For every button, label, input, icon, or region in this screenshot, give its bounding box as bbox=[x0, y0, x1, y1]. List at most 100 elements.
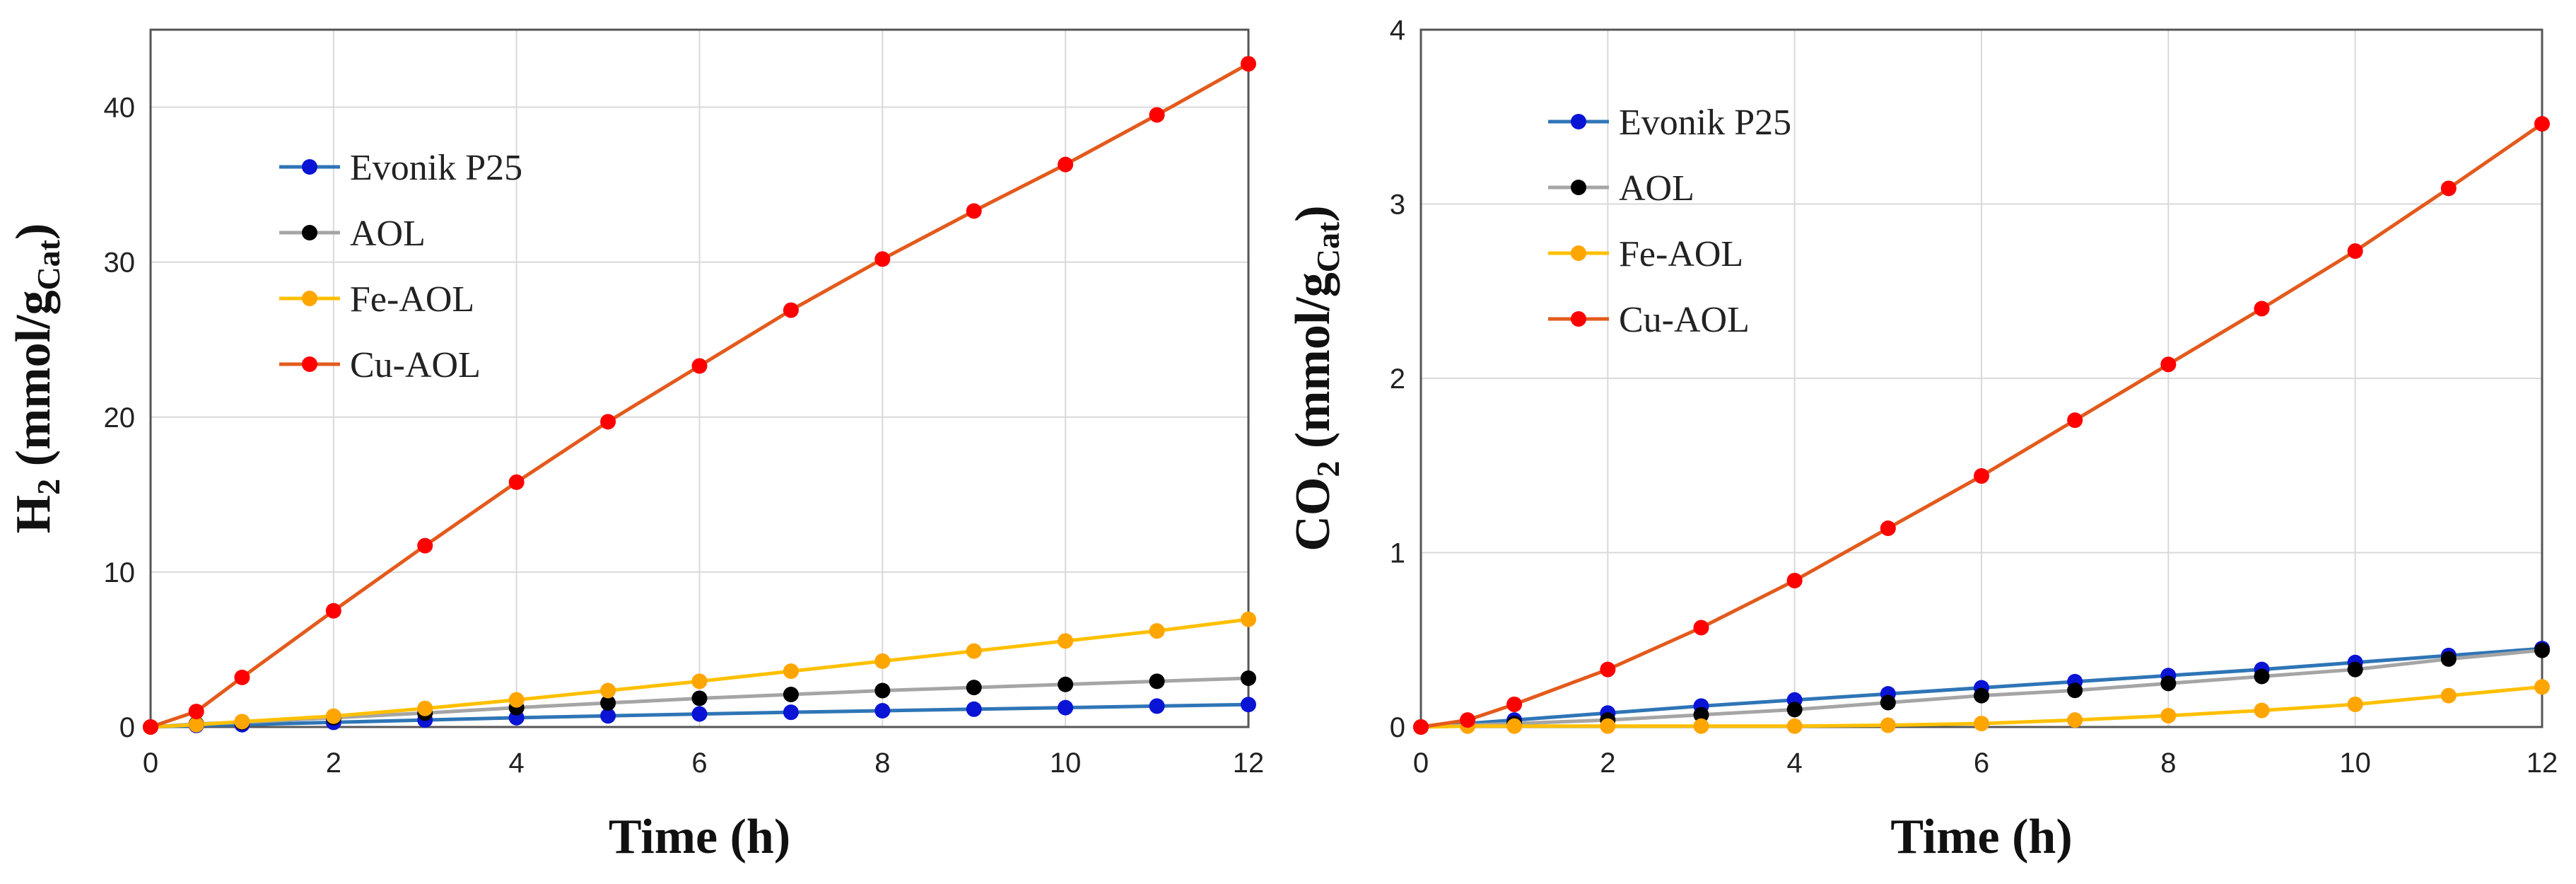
y-axis-title-part: ) bbox=[1286, 205, 1340, 221]
x-tick-label: 0 bbox=[143, 748, 158, 779]
data-point bbox=[1241, 56, 1256, 72]
data-point bbox=[783, 663, 799, 680]
data-point bbox=[508, 474, 525, 490]
data-point bbox=[143, 719, 158, 735]
series-cu-aol bbox=[1413, 116, 2550, 735]
data-point bbox=[1413, 719, 1429, 735]
series-line bbox=[150, 62, 1250, 729]
data-point bbox=[1506, 696, 1523, 712]
legend-marker bbox=[1571, 245, 1586, 261]
data-point bbox=[2534, 642, 2550, 658]
x-tick-label: 6 bbox=[691, 748, 707, 779]
data-point bbox=[1506, 718, 1523, 734]
data-point bbox=[2160, 707, 2177, 723]
data-point bbox=[783, 686, 799, 702]
legend-marker bbox=[302, 225, 317, 240]
series-line bbox=[150, 617, 1249, 729]
series-line bbox=[1420, 685, 2543, 729]
data-point bbox=[600, 682, 616, 699]
data-point bbox=[2160, 356, 2177, 373]
x-tick-label: 2 bbox=[326, 748, 341, 779]
data-point bbox=[874, 682, 891, 699]
legend-entry: Evonik P25 bbox=[1548, 103, 1791, 143]
series-line bbox=[1420, 122, 2543, 729]
data-point bbox=[1693, 718, 1709, 734]
data-point bbox=[1149, 673, 1165, 690]
plot-frame bbox=[149, 28, 1250, 728]
data-point bbox=[691, 706, 708, 722]
data-point bbox=[2160, 675, 2177, 692]
x-tick-label: 12 bbox=[2527, 748, 2558, 779]
legend-entry: Evonik P25 bbox=[279, 148, 522, 188]
y-tick-label: 0 bbox=[1390, 712, 1405, 743]
data-point bbox=[966, 680, 982, 696]
x-tick-label: 0 bbox=[1413, 748, 1429, 779]
data-point bbox=[508, 692, 525, 708]
y-axis-title-part: CO bbox=[1286, 477, 1340, 552]
data-point bbox=[2254, 702, 2270, 719]
y-tick-label: 0 bbox=[119, 712, 135, 743]
data-point bbox=[2067, 412, 2083, 429]
data-point bbox=[1974, 468, 1989, 484]
data-point bbox=[1241, 670, 1256, 686]
data-point bbox=[1058, 676, 1074, 692]
data-point bbox=[1149, 623, 1165, 639]
data-point bbox=[1974, 687, 1989, 704]
legend-label: AOL bbox=[350, 214, 426, 254]
data-point bbox=[1149, 107, 1165, 123]
legend-entry: AOL bbox=[279, 214, 426, 254]
y-tick-label: 40 bbox=[104, 93, 136, 124]
y-axis-title-part: 2 bbox=[1310, 461, 1346, 477]
data-point bbox=[783, 302, 799, 318]
data-point bbox=[1786, 702, 1803, 718]
y-axis-title: H2 (mmol/gCat) bbox=[6, 223, 66, 534]
y-axis-title-part: (mmol/g bbox=[6, 291, 61, 479]
data-point bbox=[1786, 718, 1803, 734]
legend-label: Fe-AOL bbox=[1619, 234, 1743, 274]
data-point bbox=[417, 700, 433, 716]
data-point bbox=[600, 695, 616, 711]
data-point bbox=[325, 603, 341, 619]
legend-entry: AOL bbox=[1548, 168, 1694, 209]
data-point bbox=[966, 643, 982, 659]
data-point bbox=[1241, 611, 1256, 627]
x-tick-label: 10 bbox=[2339, 748, 2371, 779]
data-point bbox=[874, 251, 891, 267]
data-point bbox=[874, 653, 891, 669]
y-tick-label: 1 bbox=[1390, 538, 1405, 569]
data-point bbox=[1058, 699, 1074, 716]
series-fe-aol bbox=[143, 611, 1256, 735]
legend-entry: Fe-AOL bbox=[279, 279, 474, 320]
data-point bbox=[2347, 243, 2363, 260]
y-axis-title-part: 2 bbox=[30, 479, 66, 495]
x-axis-title: Time (h) bbox=[609, 810, 790, 864]
data-point bbox=[1786, 572, 1803, 588]
x-tick-label: 10 bbox=[1050, 748, 1082, 779]
data-point bbox=[417, 537, 433, 554]
x-axis-title: Time (h) bbox=[1890, 810, 2072, 864]
data-point bbox=[2440, 651, 2457, 667]
data-point bbox=[691, 358, 708, 374]
x-tick-label: 12 bbox=[1233, 748, 1265, 779]
legend-label: Cu-AOL bbox=[350, 345, 481, 385]
legend-marker bbox=[1571, 311, 1586, 327]
data-point bbox=[1058, 156, 1074, 173]
y-tick-label: 10 bbox=[104, 557, 136, 588]
data-point bbox=[1693, 620, 1709, 636]
y-axis-title-part: H bbox=[6, 495, 61, 533]
data-point bbox=[1693, 706, 1709, 723]
legend-marker bbox=[302, 291, 317, 306]
y-tick-label: 20 bbox=[104, 402, 136, 434]
data-point bbox=[1600, 661, 1616, 677]
y-axis-title-part: Cat bbox=[30, 239, 66, 290]
y-tick-label: 3 bbox=[1390, 190, 1405, 221]
legend-label: Evonik P25 bbox=[350, 148, 522, 188]
y-axis-title-part: Cat bbox=[1310, 221, 1346, 272]
series-cu-aol bbox=[143, 56, 1256, 735]
x-tick-label: 6 bbox=[1974, 748, 1989, 779]
data-point bbox=[600, 708, 616, 724]
data-point bbox=[2254, 668, 2270, 685]
data-point bbox=[234, 714, 250, 730]
